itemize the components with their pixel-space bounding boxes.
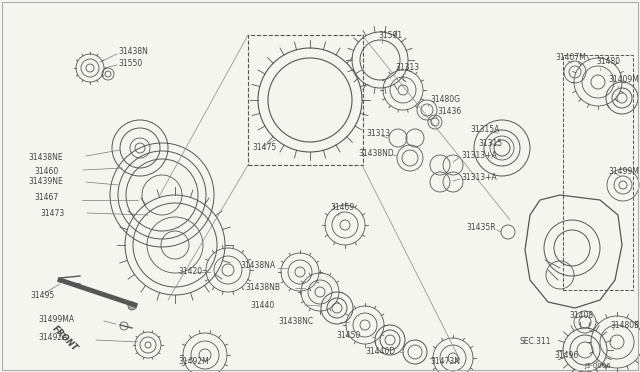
Text: 31313+A: 31313+A xyxy=(461,173,497,183)
Circle shape xyxy=(128,302,136,310)
Text: 31313+A: 31313+A xyxy=(461,151,497,160)
Text: 31439NE: 31439NE xyxy=(28,177,63,186)
Text: 31313: 31313 xyxy=(366,129,390,138)
Text: 31467: 31467 xyxy=(34,193,58,202)
Text: 31492M: 31492M xyxy=(178,357,209,366)
Text: 31315: 31315 xyxy=(478,138,502,148)
Text: 31480: 31480 xyxy=(596,58,620,67)
Text: 31475: 31475 xyxy=(252,144,276,153)
Text: 31440D: 31440D xyxy=(365,347,395,356)
Bar xyxy=(248,35,363,165)
Bar xyxy=(563,55,633,290)
Text: 31436: 31436 xyxy=(437,108,461,116)
Text: 31438N: 31438N xyxy=(118,48,148,57)
Text: FRONT: FRONT xyxy=(50,324,79,353)
Text: 31315A: 31315A xyxy=(470,125,499,135)
Text: 31440: 31440 xyxy=(250,301,275,310)
Text: 31550: 31550 xyxy=(118,58,142,67)
Text: 31469: 31469 xyxy=(330,203,355,212)
Text: 31591: 31591 xyxy=(378,31,402,39)
Text: 31313: 31313 xyxy=(395,64,419,73)
Text: 31496: 31496 xyxy=(554,350,579,359)
Text: 31499M: 31499M xyxy=(608,167,639,176)
Text: 31460: 31460 xyxy=(34,167,58,176)
Text: 31407M: 31407M xyxy=(555,54,586,62)
Text: 31499MA: 31499MA xyxy=(38,314,74,324)
Text: 31438NA: 31438NA xyxy=(240,262,275,270)
Text: 31438NB: 31438NB xyxy=(245,283,280,292)
Text: 31473N: 31473N xyxy=(430,357,460,366)
Text: 31409M: 31409M xyxy=(608,76,639,84)
Text: 31420: 31420 xyxy=(178,267,202,276)
Text: 31495: 31495 xyxy=(30,292,54,301)
Text: J3·0006: J3·0006 xyxy=(584,363,611,369)
Text: 31450: 31450 xyxy=(336,331,360,340)
Text: 31438ND: 31438ND xyxy=(358,148,394,157)
Text: 31438NC: 31438NC xyxy=(278,317,313,327)
Text: 31408: 31408 xyxy=(569,311,593,321)
Text: 31438NE: 31438NE xyxy=(28,154,63,163)
Text: 31480B: 31480B xyxy=(610,321,639,330)
Text: 31492A: 31492A xyxy=(38,334,67,343)
Text: 31480G: 31480G xyxy=(430,96,460,105)
Text: 31435R: 31435R xyxy=(466,224,495,232)
Text: SEC.311: SEC.311 xyxy=(520,337,552,346)
Text: 31473: 31473 xyxy=(40,208,64,218)
